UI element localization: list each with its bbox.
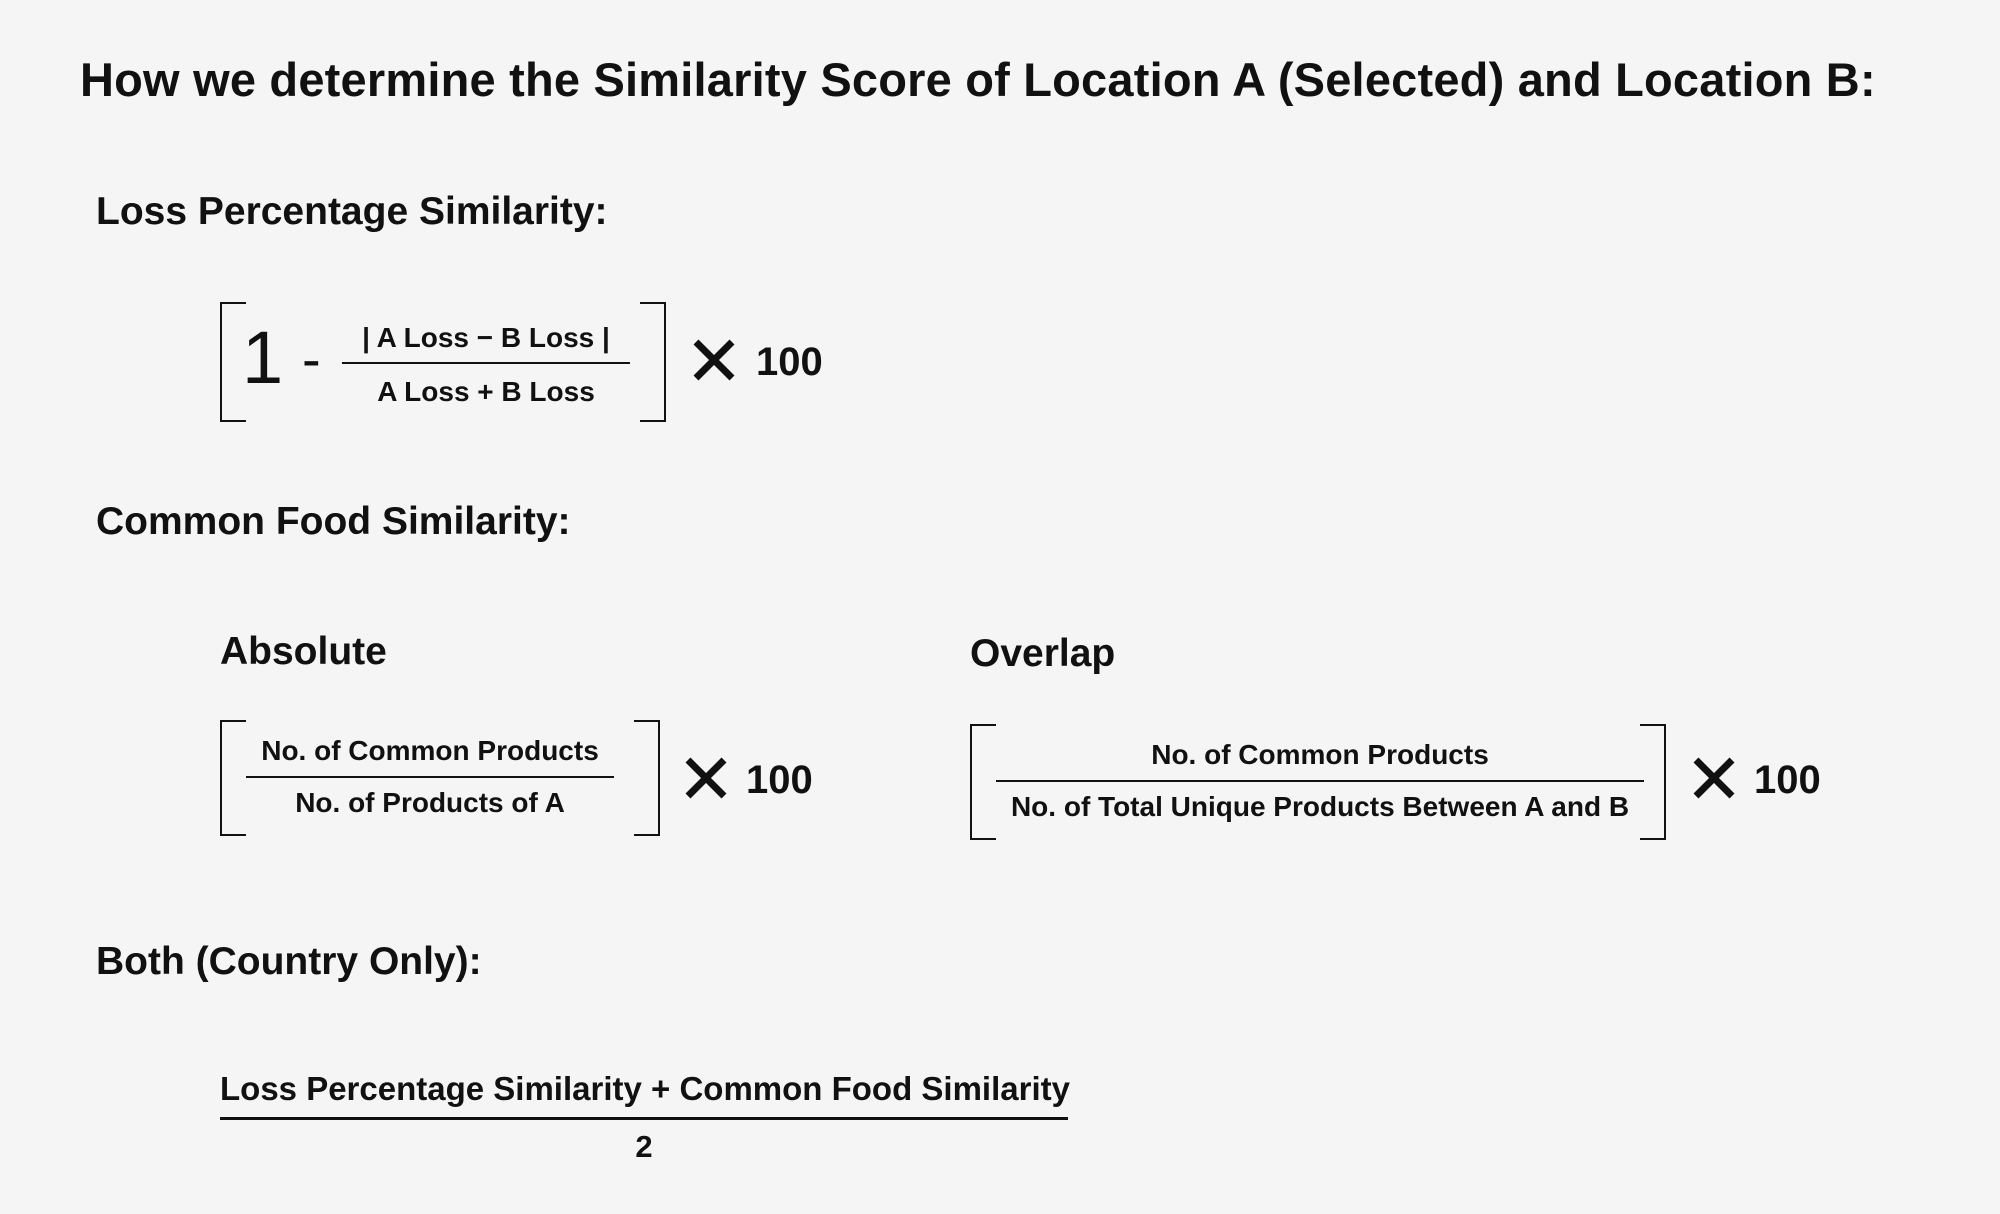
loss-section-heading: Loss Percentage Similarity: [96,190,608,233]
loss-one: 1 [242,316,284,399]
loss-fraction-line [342,362,630,364]
both-fraction-line [220,1117,1068,1120]
right-bracket [634,720,660,836]
loss-denominator: A Loss + B Loss [377,376,595,407]
both-denominator: 2 [635,1129,653,1164]
both-numerator: Loss Percentage Similarity + Common Food… [220,1070,1070,1107]
food-section-heading: Common Food Similarity: [96,500,571,543]
absolute-multiplier [682,754,730,815]
times-icon [690,336,738,397]
overlap-numerator: No. of Common Products [1151,739,1489,770]
overlap-label: Overlap [970,632,1116,675]
loss-minus: - [302,327,321,390]
times-icon [682,754,730,815]
overlap-fraction-line [996,780,1644,782]
times-icon [1690,754,1738,815]
left-bracket [220,720,246,836]
loss-numerator: | A Loss − B Loss | [362,322,610,353]
absolute-denominator: No. of Products of A [295,787,565,818]
overlap-denominator: No. of Total Unique Products Between A a… [1010,791,1630,822]
absolute-numerator: No. of Common Products [261,735,599,766]
absolute-multiplier-value: 100 [746,758,813,802]
left-bracket [220,302,246,422]
absolute-label: Absolute [220,630,387,673]
absolute-fraction-line [246,776,614,778]
page-title: How we determine the Similarity Score of… [80,53,1876,106]
both-section-heading: Both (Country Only): [96,940,482,983]
overlap-multiplier [1690,754,1738,815]
right-bracket [640,302,666,422]
loss-multiplier-value: 100 [756,340,823,384]
right-bracket [1640,724,1666,840]
left-bracket [970,724,996,840]
overlap-multiplier-value: 100 [1754,758,1821,802]
loss-multiplier [690,336,738,397]
